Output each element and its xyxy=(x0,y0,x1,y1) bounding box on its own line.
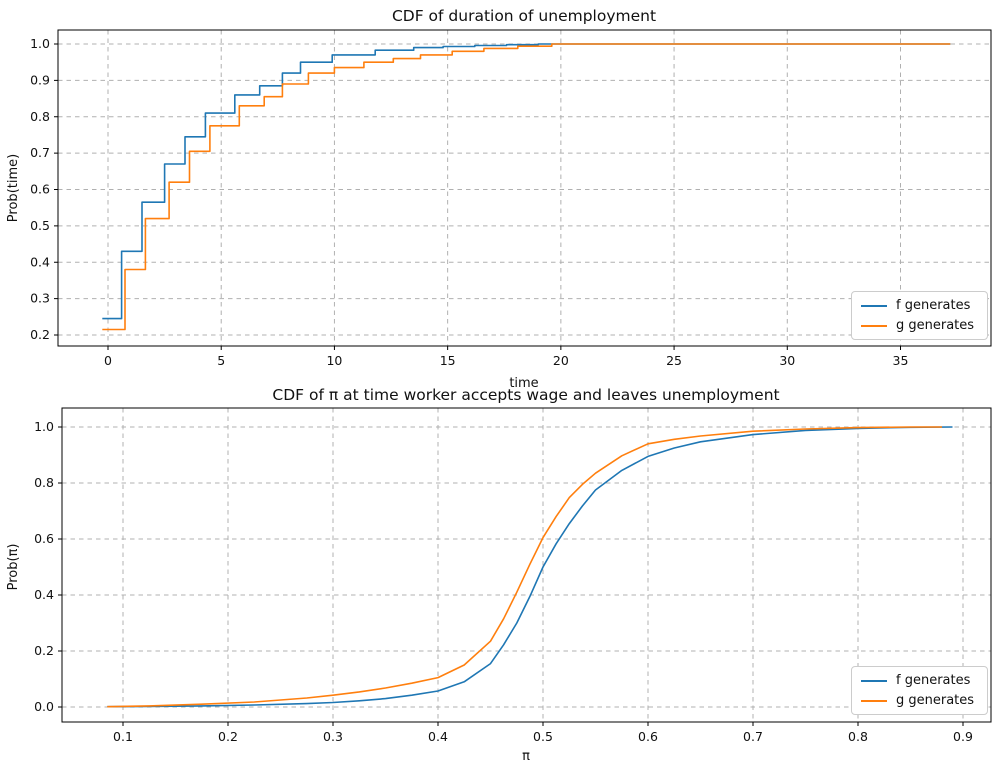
chart1-title: CDF of duration of unemployment xyxy=(392,7,656,25)
y-tick-label: 0.4 xyxy=(34,587,54,602)
f-generates-line-swatch xyxy=(861,679,887,682)
series-line-g-generates xyxy=(107,426,942,708)
x-tick-label: 0.4 xyxy=(428,729,448,744)
x-tick-label: 20 xyxy=(553,353,569,368)
x-tick-label: 25 xyxy=(666,353,682,368)
x-tick-label: 15 xyxy=(440,353,456,368)
y-tick-label: 0.4 xyxy=(30,254,50,269)
charts-layer: 0 5 10 15 20 25 30 35 0.2 0.3 0.4 0.5 0.6 0.7 0.8 0.9 1.… xyxy=(30,29,992,744)
y-tick-label: 1.0 xyxy=(30,36,50,51)
x-tick-label: 0.5 xyxy=(533,729,553,744)
y-tick-label: 0.8 xyxy=(34,475,54,490)
series-line-f-generates xyxy=(107,426,953,708)
g-generates-line-swatch xyxy=(861,324,887,327)
plot-border xyxy=(61,407,992,723)
x-tick-label: 5 xyxy=(217,353,225,368)
legend-item-f-generates: f generates xyxy=(861,673,977,688)
chart1-yaxis-label: Prob(time) xyxy=(6,154,21,222)
plot-border xyxy=(57,29,992,347)
x-tick-label: 0.7 xyxy=(743,729,763,744)
y-tick-label: 0.7 xyxy=(30,145,50,160)
legend-label-f-generates: f generates xyxy=(896,298,971,313)
g-generates-line-swatch xyxy=(861,699,887,702)
legend-item-g-generates: g generates xyxy=(861,693,977,708)
chart1-xaxis-label: time xyxy=(509,376,538,391)
legend-label-g-generates: g generates xyxy=(896,693,975,708)
y-tick-label: 0.6 xyxy=(34,531,54,546)
x-tick-label: 0.9 xyxy=(953,729,973,744)
y-tick-label: 0.2 xyxy=(34,643,54,658)
x-tick-label: 35 xyxy=(893,353,909,368)
chart2-title: CDF of π at time worker accepts wage and… xyxy=(272,386,779,404)
f-generates-line-swatch xyxy=(861,304,887,307)
y-tick-label: 0.3 xyxy=(30,291,50,306)
y-tick-label: 0.0 xyxy=(34,699,54,714)
y-tick-label: 1.0 xyxy=(34,419,54,434)
x-tick-label: 0.6 xyxy=(638,729,658,744)
series-line-f-generates xyxy=(102,43,951,320)
x-tick-label: 10 xyxy=(326,353,342,368)
chart2-yaxis-label: Prob(π) xyxy=(6,544,21,591)
x-tick-label: 0.1 xyxy=(113,729,133,744)
legend-label-f-generates: f generates xyxy=(896,673,971,688)
legend-label-g-generates: g generates xyxy=(896,318,975,333)
x-tick-label: 0.3 xyxy=(323,729,343,744)
legend-item-f-generates: f generates xyxy=(861,298,977,313)
y-tick-label: 0.5 xyxy=(30,218,50,233)
legend-item-g-generates: g generates xyxy=(861,318,977,333)
chart1-legend: f generates g generates xyxy=(851,291,988,340)
series-line-g-generates xyxy=(102,43,951,331)
y-tick-label: 0.6 xyxy=(30,182,50,197)
y-tick-label: 0.8 xyxy=(30,109,50,124)
chart2-legend: f generates g generates xyxy=(851,666,988,715)
x-tick-label: 30 xyxy=(779,353,795,368)
y-tick-label: 0.9 xyxy=(30,72,50,87)
x-tick-label: 0 xyxy=(104,353,112,368)
x-tick-label: 0.8 xyxy=(848,729,868,744)
x-tick-label: 0.2 xyxy=(218,729,238,744)
y-tick-label: 0.2 xyxy=(30,327,50,342)
chart2-xaxis-label: π xyxy=(522,749,530,764)
